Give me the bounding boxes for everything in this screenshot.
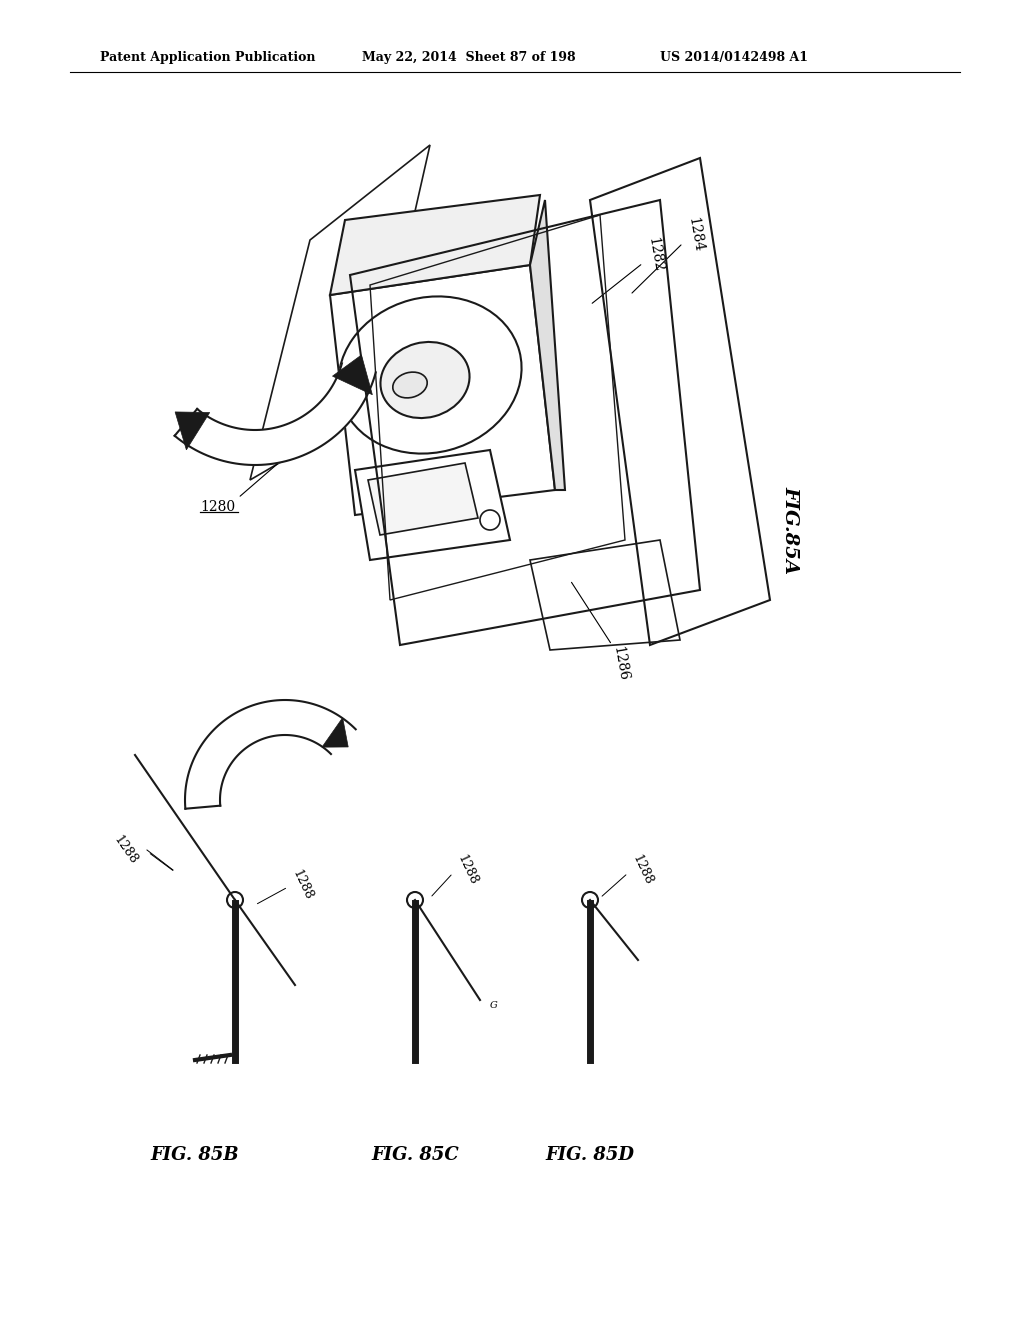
Polygon shape [330,195,540,294]
Ellipse shape [338,297,521,454]
Polygon shape [333,355,373,395]
Text: US 2014/0142498 A1: US 2014/0142498 A1 [660,50,808,63]
Text: 1286: 1286 [610,645,630,682]
Polygon shape [330,265,555,515]
Text: 1288: 1288 [630,853,655,887]
Text: G: G [490,1001,498,1010]
Text: May 22, 2014  Sheet 87 of 198: May 22, 2014 Sheet 87 of 198 [362,50,575,63]
Polygon shape [530,201,565,490]
Polygon shape [250,145,430,480]
Text: FIG. 85B: FIG. 85B [151,1146,240,1164]
Text: 1280: 1280 [201,500,236,513]
Text: 1288: 1288 [455,853,480,887]
Text: 1284: 1284 [685,216,705,253]
Polygon shape [322,718,348,747]
Polygon shape [175,412,210,450]
Polygon shape [175,363,376,465]
Text: 1288: 1288 [290,867,315,902]
Text: FIG. 85C: FIG. 85C [371,1146,459,1164]
Text: FIG. 85D: FIG. 85D [546,1146,635,1164]
Text: 1282: 1282 [645,236,665,273]
Polygon shape [185,700,355,809]
Text: 1288: 1288 [111,833,140,867]
Polygon shape [530,540,680,649]
Polygon shape [368,463,478,535]
Text: Patent Application Publication: Patent Application Publication [100,50,315,63]
Ellipse shape [381,342,470,418]
Polygon shape [355,450,510,560]
Text: FIG.85A: FIG.85A [781,486,799,574]
Ellipse shape [393,372,427,397]
